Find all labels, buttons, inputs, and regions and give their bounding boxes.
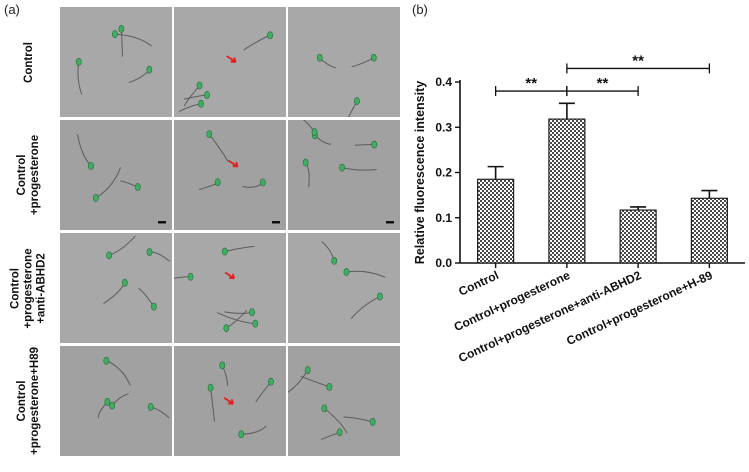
micrograph-r3-c3 — [288, 233, 400, 343]
row-label-line: +progesterone — [22, 247, 35, 329]
bar-1 — [477, 178, 515, 264]
row-label-line: Control — [9, 267, 22, 309]
panel-b-label: (b) — [412, 2, 428, 17]
y-axis-label: Relative fluorescence intensity — [413, 81, 427, 264]
y-tick-label: 0.4 — [435, 75, 452, 89]
bar-chart: 0.0 0.1 0.2 0.3 0.4 Relative fluorescence int… — [413, 52, 745, 365]
micrograph-r3-c2 — [174, 233, 286, 343]
row-label-line: Control — [22, 41, 35, 83]
bar-4 — [690, 197, 728, 264]
micrograph-r2-c3 — [288, 120, 400, 230]
row-label-3: Control +progesterone +anti-ABHD2 — [0, 233, 58, 343]
x-tick-label: Control+progesterone — [452, 268, 573, 334]
y-tick-label: 0.0 — [435, 256, 452, 270]
significance-label: ** — [597, 75, 609, 92]
micrograph-r2-c2 — [174, 120, 286, 230]
row-label-4: Control +progesterone+H89 — [0, 346, 58, 456]
row-label-line: +anti-ABHD2 — [35, 252, 48, 324]
micrograph-r4-c1 — [60, 346, 172, 456]
micrograph-r4-c3 — [288, 346, 400, 456]
row-label-line: Control — [16, 380, 29, 422]
row-label-line: +progesterone — [29, 134, 42, 216]
micrograph-r4-c2 — [174, 346, 286, 456]
row-label-1: Control — [0, 7, 58, 117]
bar-3 — [619, 209, 657, 264]
significance-label: ** — [632, 52, 644, 69]
y-tick-label: 0.1 — [435, 211, 452, 225]
y-tick-label: 0.2 — [435, 166, 452, 180]
micrograph-r1-c1 — [60, 7, 172, 117]
x-tick-label: Control — [456, 268, 501, 299]
row-label-2: Control +progesterone — [0, 120, 58, 230]
significance-label: ** — [525, 75, 537, 92]
micrograph-r1-c3 — [288, 7, 400, 117]
row-label-line: +progesterone+H89 — [29, 346, 42, 456]
micrograph-r3-c1 — [60, 233, 172, 343]
y-tick-label: 0.3 — [435, 120, 452, 134]
panel-a-label: (a) — [4, 2, 20, 17]
row-label-line: Control — [16, 154, 29, 196]
micrograph-r2-c1 — [60, 120, 172, 230]
bar-2 — [548, 118, 586, 264]
micrograph-r1-c2 — [174, 7, 286, 117]
